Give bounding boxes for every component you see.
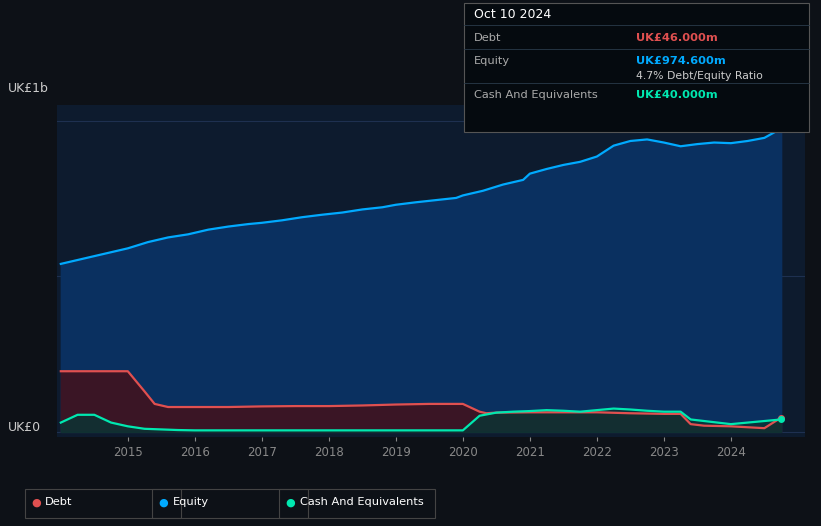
Text: ●: ● bbox=[31, 497, 41, 508]
Text: ●: ● bbox=[158, 497, 168, 508]
Text: UK£1b: UK£1b bbox=[8, 82, 49, 95]
Text: Oct 10 2024: Oct 10 2024 bbox=[474, 8, 551, 21]
Text: Debt: Debt bbox=[45, 497, 72, 508]
Text: UK£0: UK£0 bbox=[8, 421, 41, 434]
Text: Debt: Debt bbox=[474, 33, 501, 43]
Text: Equity: Equity bbox=[172, 497, 209, 508]
Text: 4.7% Debt/Equity Ratio: 4.7% Debt/Equity Ratio bbox=[636, 71, 764, 81]
Text: UK£46.000m: UK£46.000m bbox=[636, 33, 718, 43]
Text: UK£40.000m: UK£40.000m bbox=[636, 90, 718, 100]
Text: Cash And Equivalents: Cash And Equivalents bbox=[474, 90, 598, 100]
Text: Cash And Equivalents: Cash And Equivalents bbox=[300, 497, 424, 508]
Text: Equity: Equity bbox=[474, 56, 510, 66]
Text: ●: ● bbox=[286, 497, 296, 508]
Text: UK£974.600m: UK£974.600m bbox=[636, 56, 726, 66]
